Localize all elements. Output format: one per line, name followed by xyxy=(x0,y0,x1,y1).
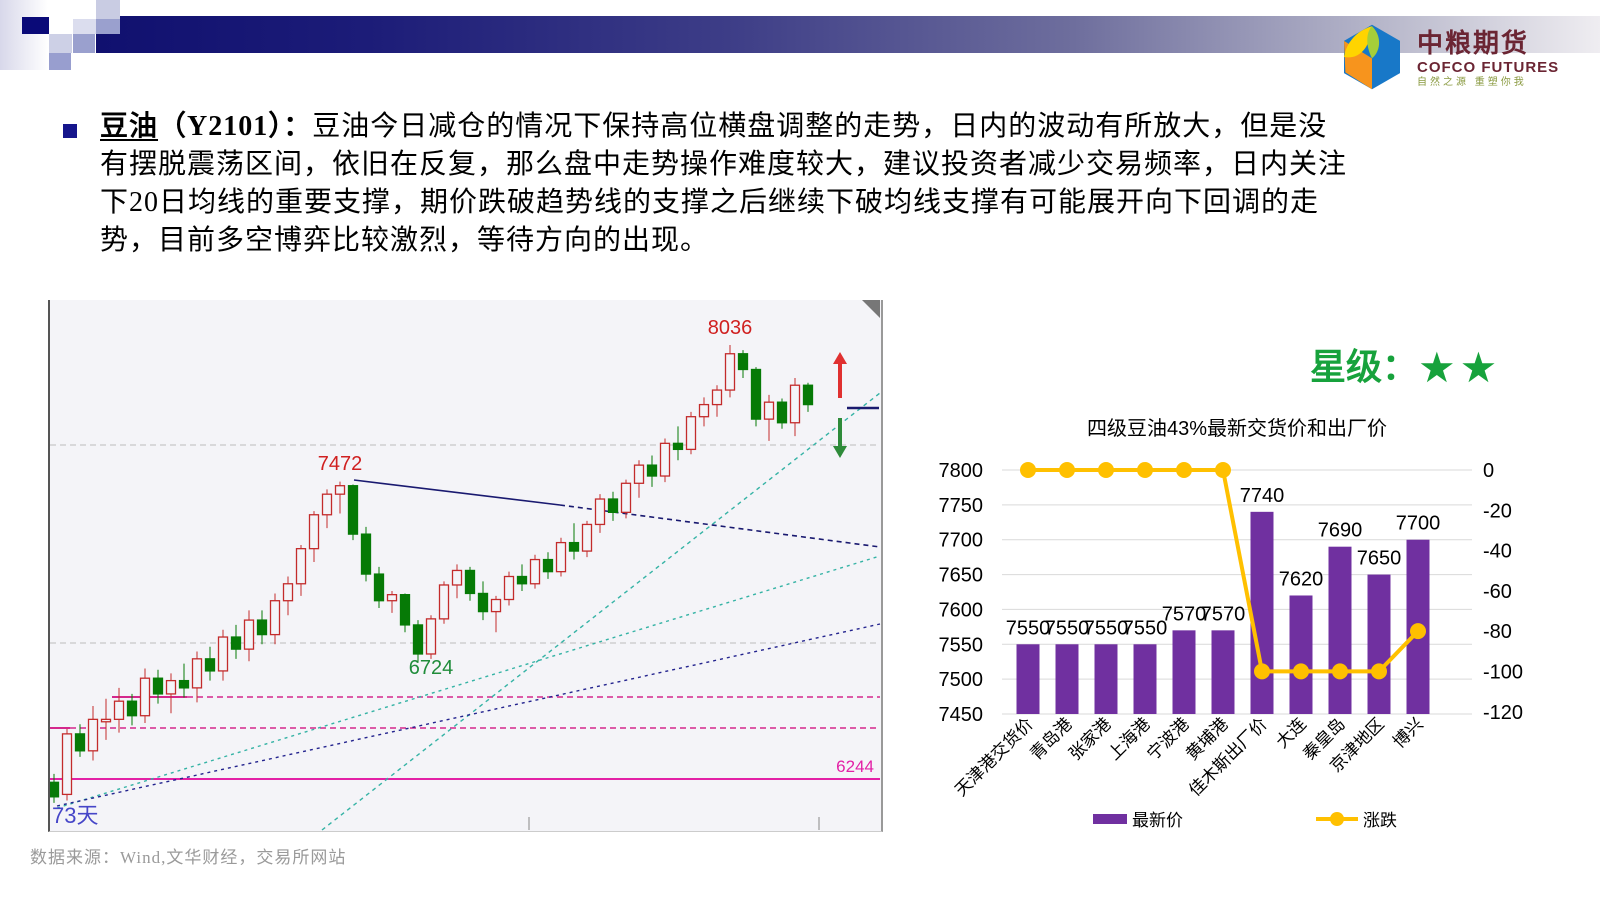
svg-text:上海港: 上海港 xyxy=(1104,714,1153,763)
bar-chart-title: 四级豆油43%最新交货价和出厂价 xyxy=(1087,417,1387,440)
svg-text:7750: 7750 xyxy=(939,495,984,517)
svg-text:博兴: 博兴 xyxy=(1389,714,1426,751)
decor-square xyxy=(49,34,72,53)
svg-text:7472: 7472 xyxy=(318,453,363,475)
analysis-line: 下20日均线的重要支撑，期价跌破趋势线的支撑之后继续下破均线支撑有可能展开向下回… xyxy=(100,187,1320,218)
svg-text:6724: 6724 xyxy=(409,657,454,679)
legend: 最新价 涨跌 xyxy=(1093,811,1397,830)
svg-text:青岛港: 青岛港 xyxy=(1026,714,1075,763)
analysis-paragraph: 豆油（Y2101）：豆油今日减仓的情况下保持高位横盘调整的走势，日内的波动有所放… xyxy=(100,108,1505,260)
svg-text:-100: -100 xyxy=(1483,662,1523,684)
bar-series: 7550755075507550757075707740762076907650… xyxy=(1006,485,1441,714)
svg-text:天津港交货价: 天津港交货价 xyxy=(951,714,1037,800)
svg-text:7550: 7550 xyxy=(939,634,984,656)
bar-chart-svg: 四级豆油43%最新交货价和出厂价 7800 7750 7700 7650 7600 7550… xyxy=(939,417,1524,830)
left-gradient-strip xyxy=(0,0,48,70)
svg-text:宁波港: 宁波港 xyxy=(1143,714,1192,763)
svg-text:-20: -20 xyxy=(1483,500,1512,522)
svg-text:7570: 7570 xyxy=(1201,603,1246,625)
svg-text:7550: 7550 xyxy=(1045,617,1090,639)
svg-text:7700: 7700 xyxy=(939,530,984,552)
data-source-note: 数据来源：Wind,文华财经，交易所网站 xyxy=(30,848,347,867)
star-rating-label: 星级： xyxy=(1310,347,1419,387)
svg-text:7620: 7620 xyxy=(1279,568,1324,590)
candlestick-svg: 7472 8036 6724 6244 73天 xyxy=(48,300,881,831)
svg-text:7570: 7570 xyxy=(1162,603,1207,625)
svg-text:-40: -40 xyxy=(1483,541,1512,563)
svg-text:6244: 6244 xyxy=(836,757,874,776)
svg-text:7550: 7550 xyxy=(1006,617,1051,639)
svg-text:73天: 73天 xyxy=(52,803,98,828)
logo-name-cn: 中粮期货 xyxy=(1417,28,1530,59)
svg-text:张家港: 张家港 xyxy=(1065,714,1114,763)
candles xyxy=(48,345,814,803)
decor-square xyxy=(49,53,71,70)
svg-text:7450: 7450 xyxy=(939,704,984,726)
svg-text:7700: 7700 xyxy=(1396,513,1441,535)
svg-text:7740: 7740 xyxy=(1240,485,1285,507)
svg-text:-60: -60 xyxy=(1483,581,1512,603)
svg-text:7550: 7550 xyxy=(1084,617,1129,639)
analysis-line: 豆油（Y2101）：豆油今日减仓的情况下保持高位横盘调整的走势，日内的波动有所放… xyxy=(100,111,1328,142)
decor-square xyxy=(96,19,120,34)
star-rating: 星级：★★ xyxy=(1310,338,1501,392)
svg-text:8036: 8036 xyxy=(708,317,753,339)
svg-text:0: 0 xyxy=(1483,460,1494,482)
svg-text:-80: -80 xyxy=(1483,621,1512,643)
svg-text:7650: 7650 xyxy=(1357,548,1402,570)
price-bar-chart: 四级豆油43%最新交货价和出厂价 7800 7750 7700 7650 7600 7550… xyxy=(920,405,1580,867)
svg-text:最新价: 最新价 xyxy=(1132,811,1183,830)
svg-text:7600: 7600 xyxy=(939,599,984,621)
star-icons: ★★ xyxy=(1418,343,1502,392)
bullet-icon xyxy=(63,124,77,138)
svg-text:7500: 7500 xyxy=(939,669,984,691)
svg-text:7690: 7690 xyxy=(1318,520,1363,542)
decor-square xyxy=(73,19,96,34)
svg-text:7550: 7550 xyxy=(1123,617,1168,639)
decor-square-navy xyxy=(22,17,49,34)
cofco-logo-icon xyxy=(1337,22,1407,97)
analysis-line: 势，目前多空博弈比较激烈，等待方向的出现。 xyxy=(100,225,710,256)
cofco-logo: 中粮期货 COFCO FUTURES 自然之源 重塑你我 xyxy=(1337,22,1559,97)
decor-square xyxy=(73,34,95,53)
candlestick-chart: 7472 8036 6724 6244 73天 xyxy=(48,300,883,832)
up-arrow-icon xyxy=(833,352,847,398)
decor-square xyxy=(96,0,120,19)
svg-text:7650: 7650 xyxy=(939,565,984,587)
svg-text:7800: 7800 xyxy=(939,460,984,482)
analysis-line: 有摆脱震荡区间，依旧在反复，那么盘中走势操作难度较大，建议投资者减少交易频率，日… xyxy=(100,149,1348,180)
svg-text:-120: -120 xyxy=(1483,702,1523,724)
svg-text:涨跌: 涨跌 xyxy=(1363,811,1397,830)
corner-fold xyxy=(862,300,880,318)
logo-tagline: 自然之源 重塑你我 xyxy=(1417,77,1527,89)
logo-name-en: COFCO FUTURES xyxy=(1417,58,1560,76)
down-arrow-icon xyxy=(833,418,847,458)
